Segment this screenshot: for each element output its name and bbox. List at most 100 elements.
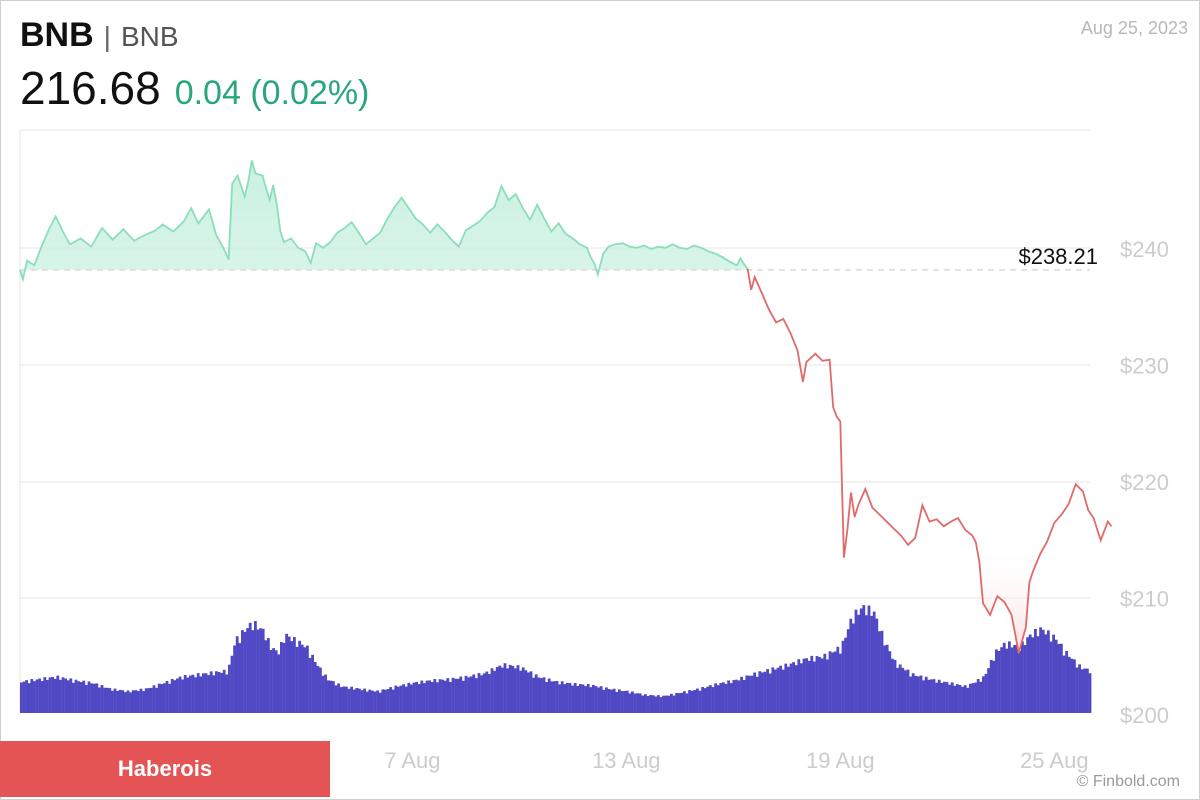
volume-bar <box>753 672 756 713</box>
volume-bar <box>854 609 858 713</box>
volume-bar <box>1049 641 1053 713</box>
volume-bar <box>386 689 390 713</box>
volume-bar <box>103 687 106 713</box>
volume-bar <box>800 663 803 713</box>
volume-bar <box>490 668 494 713</box>
volume-bar <box>113 688 117 713</box>
volume-bar <box>389 687 392 713</box>
volume-bar <box>300 644 304 713</box>
volume-bar <box>134 690 138 713</box>
volume-bar <box>280 641 283 713</box>
volume-bar <box>688 690 691 713</box>
volume-bar <box>212 675 216 713</box>
volume-bar <box>927 679 931 713</box>
volume-bar <box>898 664 902 713</box>
volume-bar <box>545 681 548 713</box>
volume-bar <box>1021 641 1024 713</box>
volume-bar <box>181 679 184 713</box>
volume-bar <box>537 677 541 713</box>
volume-bar <box>217 671 221 713</box>
volume-bar <box>306 645 309 713</box>
volume-bar <box>61 677 65 713</box>
volume-bar <box>971 683 975 713</box>
volume-bar <box>51 677 54 713</box>
volume-bar <box>924 676 928 713</box>
volume-bar <box>165 680 169 713</box>
volume-bar <box>852 623 855 713</box>
volume-bar <box>839 653 842 713</box>
volume-bar <box>781 669 785 713</box>
volume-bar <box>1088 673 1092 713</box>
volume-bar <box>514 668 517 713</box>
volume-bar <box>789 663 793 713</box>
volume-bar <box>152 685 156 713</box>
volume-bar <box>745 675 749 713</box>
volume-bar <box>475 678 478 713</box>
price-change: 0.04 (0.02%) <box>174 74 370 112</box>
volume-bar <box>519 670 522 713</box>
volume-bar <box>1067 656 1071 713</box>
y-tick-label: $230 <box>1120 354 1169 379</box>
volume-bar <box>1000 647 1003 713</box>
volume-bar <box>1044 634 1048 713</box>
volume-bar <box>943 681 946 713</box>
price-lines <box>19 160 1113 654</box>
grid-lines <box>19 129 1090 713</box>
volume-bar <box>407 682 411 713</box>
volume-bar <box>599 686 603 713</box>
volume-bar <box>334 685 338 713</box>
volume-bar <box>963 685 967 713</box>
volume-bar <box>701 687 704 713</box>
volume-bar <box>761 672 764 713</box>
x-tick-label: 7 Aug <box>384 748 440 773</box>
volume-bar <box>454 678 457 713</box>
volume-bar <box>956 684 959 713</box>
volume-bar <box>542 677 546 713</box>
volume-bar <box>313 662 317 713</box>
volume-bar <box>1041 629 1045 713</box>
volume-bars <box>20 605 1092 713</box>
volume-bar <box>930 679 933 713</box>
volume-bar <box>82 680 86 713</box>
volume-bar <box>233 645 236 713</box>
volume-bar <box>1060 643 1063 713</box>
volume-bar <box>33 681 36 713</box>
volume-bar <box>480 675 483 713</box>
volume-bar <box>22 681 26 713</box>
volume-bar <box>750 675 754 713</box>
volume-bar <box>443 680 447 713</box>
volume-bar <box>623 691 626 713</box>
volume-bar <box>64 678 67 713</box>
volume-bar <box>355 688 359 713</box>
volume-bar <box>831 652 834 713</box>
volume-bar <box>610 689 613 713</box>
volume-bar <box>168 683 171 713</box>
volume-bar <box>477 673 481 713</box>
volume-bar <box>87 681 91 713</box>
brand-banner[interactable]: Haberois <box>0 741 330 797</box>
volume-bar <box>66 680 70 713</box>
volume-bar <box>391 689 395 713</box>
volume-bar <box>56 675 60 713</box>
volume-bar <box>917 676 920 713</box>
volume-bar <box>376 690 379 713</box>
volume-bar <box>371 690 374 713</box>
volume-bar <box>394 685 398 713</box>
volume-bar <box>540 678 543 713</box>
volume-bar <box>417 684 421 713</box>
volume-bar <box>438 679 442 713</box>
volume-bar <box>449 681 452 713</box>
volume-bar <box>729 683 733 713</box>
volume-bar <box>529 671 533 713</box>
volume-bar <box>404 686 408 713</box>
volume-bar <box>950 682 954 713</box>
volume-bar <box>550 681 554 713</box>
volume-bar <box>758 671 762 713</box>
volume-bar <box>703 688 707 713</box>
volume-bar <box>563 684 567 713</box>
volume-bar <box>690 690 694 713</box>
volume-bar <box>272 648 275 713</box>
volume-bar <box>815 656 819 713</box>
volume-bar <box>420 680 424 713</box>
volume-bar <box>594 686 598 713</box>
